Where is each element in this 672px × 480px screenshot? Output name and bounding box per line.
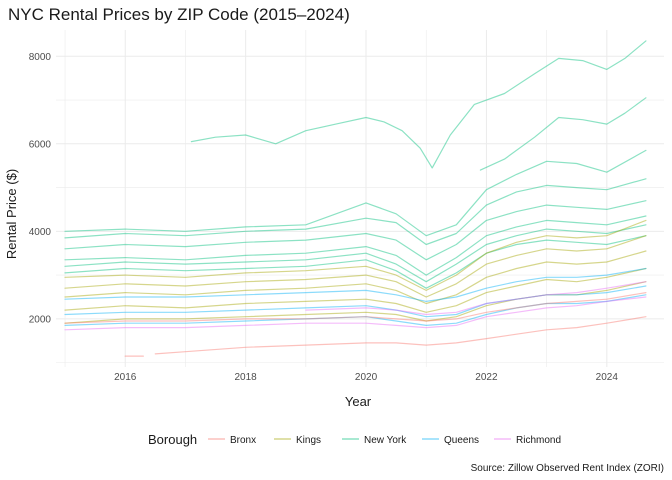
series-line-kings-12: [64, 281, 647, 324]
x-axis-ticks: 2016 2018 2020 2022 2024: [114, 372, 618, 383]
legend-label-new-york: New York: [364, 435, 407, 446]
caption: Source: Zillow Observed Rent Index (ZORI…: [471, 463, 664, 474]
x-tick-label: 2022: [475, 372, 498, 383]
chart-title: NYC Rental Prices by ZIP Code (2015–2024…: [8, 5, 350, 24]
x-tick-label: 2020: [355, 372, 378, 383]
x-tick-label: 2024: [596, 372, 619, 383]
series-line-kings-11: [64, 267, 647, 313]
series-line-kings-10: [64, 250, 647, 305]
series-layer: [64, 40, 647, 357]
gridlines: [56, 30, 664, 367]
x-tick-label: 2016: [114, 372, 137, 383]
series-line-queens-13: [64, 267, 647, 302]
y-tick-label: 8000: [29, 52, 52, 63]
series-line-richmond-19: [64, 296, 647, 331]
y-axis-title: Rental Price ($): [4, 169, 19, 259]
x-axis-title: Year: [345, 394, 372, 409]
series-line-queens-15: [64, 294, 647, 326]
series-line-bronx-17: [154, 316, 647, 355]
legend-label-queens: Queens: [444, 435, 479, 446]
y-tick-label: 6000: [29, 139, 52, 150]
series-line-kings-8: [64, 219, 647, 291]
legend-label-richmond: Richmond: [516, 435, 561, 446]
series-line-new-york-2: [64, 149, 647, 237]
legend: Borough Bronx Kings New York Queens Richmond: [148, 432, 561, 447]
series-line-queens-14: [64, 285, 647, 318]
y-axis-ticks: 2000 4000 6000 8000: [29, 52, 52, 326]
y-tick-label: 4000: [29, 227, 52, 238]
series-line-new-york-1: [479, 97, 647, 171]
series-line-new-york-5: [64, 215, 647, 276]
series-line-new-york-3: [64, 178, 647, 246]
series-line-new-york-7: [64, 235, 647, 289]
series-line-kings-9: [64, 235, 647, 298]
series-line-richmond-20: [305, 281, 647, 316]
legend-label-kings: Kings: [296, 435, 321, 446]
x-tick-label: 2018: [234, 372, 257, 383]
y-tick-label: 2000: [29, 314, 52, 325]
series-line-bronx-16: [64, 292, 647, 324]
legend-label-bronx: Bronx: [230, 435, 256, 446]
series-line-new-york-4: [64, 200, 647, 261]
legend-title: Borough: [148, 432, 197, 447]
series-line-new-york-0: [190, 40, 647, 169]
series-line-new-york-6: [64, 224, 647, 283]
